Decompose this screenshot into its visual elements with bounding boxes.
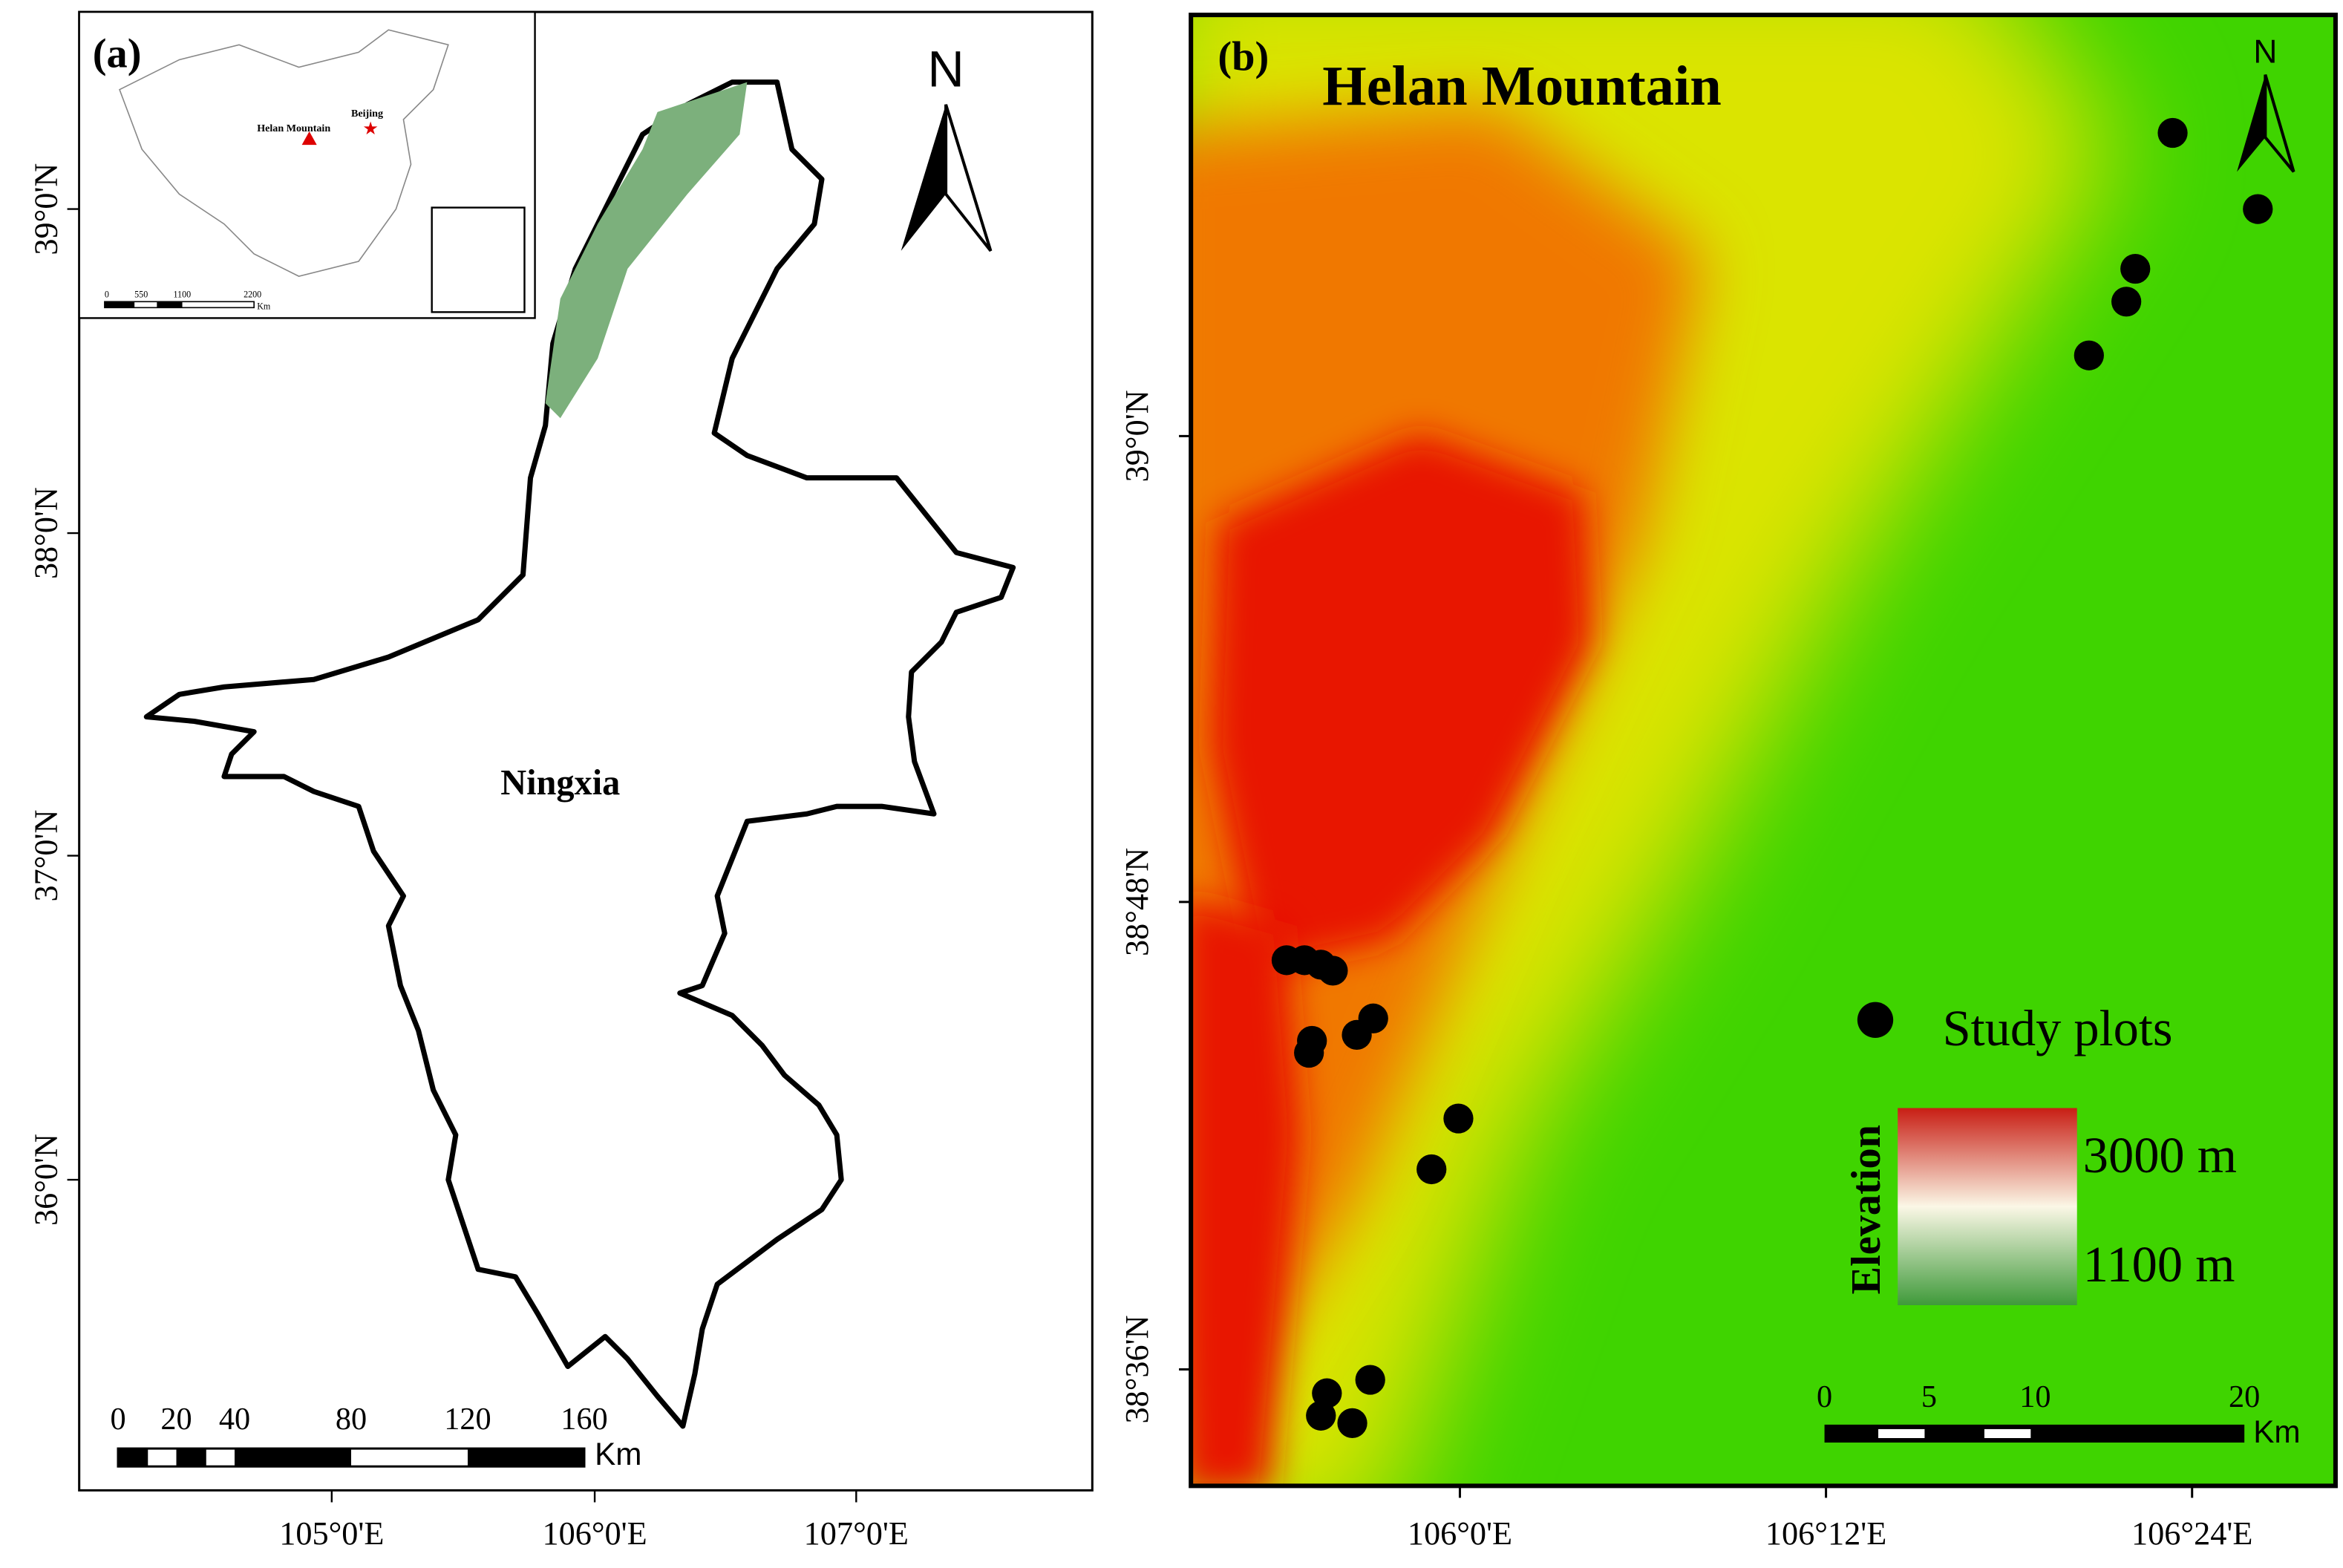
lon-label: 106°24'E bbox=[2131, 1515, 2252, 1552]
helan-area bbox=[545, 82, 748, 419]
panel-a-label: (a) bbox=[93, 31, 142, 77]
scale-unit: Km bbox=[595, 1437, 641, 1471]
lat-label: 36°0'N bbox=[27, 1134, 64, 1226]
elevation-ramp bbox=[1898, 1108, 2077, 1305]
scalebar-a bbox=[117, 1447, 586, 1468]
lon-label: 106°12'E bbox=[1765, 1515, 1886, 1552]
lat-label: 38°36'N bbox=[1119, 1315, 1155, 1423]
scale-label: 120 bbox=[444, 1402, 491, 1437]
panel-b-title: Helan Mountain bbox=[1322, 54, 1721, 117]
scale-label: 0 bbox=[110, 1402, 125, 1437]
inset-south-sea bbox=[431, 206, 526, 313]
scalebar-b bbox=[1824, 1424, 2245, 1443]
study-plots bbox=[1271, 117, 2273, 1439]
north-label-b: N bbox=[2253, 33, 2277, 70]
scale-unit: Km bbox=[2253, 1414, 2300, 1449]
inset-beijing-label: Beijing bbox=[351, 108, 383, 120]
inset-frame bbox=[78, 10, 536, 319]
legend-elevation-title: Elevation bbox=[1843, 1125, 1889, 1294]
scale-label: 40 bbox=[219, 1402, 250, 1437]
elevation-map bbox=[1191, 15, 2336, 1486]
lat-label: 38°48'N bbox=[1119, 848, 1155, 956]
scale-label: 10 bbox=[2019, 1379, 2050, 1414]
scale-label: 0 bbox=[1817, 1379, 1832, 1414]
ningxia-outline bbox=[143, 79, 1016, 1429]
inset-china bbox=[119, 29, 449, 277]
lat-label: 37°0'N bbox=[27, 810, 64, 902]
panel-b-label: (b) bbox=[1218, 34, 1269, 80]
scale-label: 20 bbox=[160, 1402, 192, 1437]
inset-scale-label: 2200 bbox=[244, 289, 261, 299]
region-label: Ningxia bbox=[500, 763, 620, 803]
legend-low: 1100 m bbox=[2083, 1236, 2235, 1293]
lat-label: 39°0'N bbox=[1119, 390, 1155, 482]
inset-scale-label: 1100 bbox=[173, 289, 191, 299]
lat-label: 39°0'N bbox=[27, 163, 64, 255]
lon-label: 105°0'E bbox=[279, 1515, 384, 1552]
scale-label: 5 bbox=[1921, 1379, 1937, 1414]
panel-a-ticks bbox=[67, 208, 857, 1503]
inset-scale-unit: Km bbox=[257, 301, 271, 311]
north-arrow-b bbox=[2237, 74, 2295, 173]
scale-label: 160 bbox=[561, 1402, 607, 1437]
inset-helan-label: Helan Mountain bbox=[257, 122, 330, 134]
lon-label: 107°0'E bbox=[804, 1515, 909, 1552]
scale-label: 80 bbox=[336, 1402, 367, 1437]
legend-plot-marker bbox=[1857, 1002, 1894, 1038]
inset-scale-label: 550 bbox=[134, 289, 148, 299]
helan-marker bbox=[301, 131, 317, 146]
scale-label: 20 bbox=[2229, 1379, 2260, 1414]
panel-b-frame bbox=[1189, 13, 2338, 1489]
panel-b-ticks bbox=[1179, 434, 2194, 1498]
inset-scale-label: 0 bbox=[105, 289, 109, 299]
lon-label: 106°0'E bbox=[542, 1515, 647, 1552]
north-label-a: N bbox=[927, 42, 964, 98]
lat-label: 38°0'N bbox=[27, 487, 64, 579]
beijing-marker: ★ bbox=[362, 119, 379, 139]
lon-label: 106°0'E bbox=[1408, 1515, 1512, 1552]
inset-scalebar bbox=[104, 301, 255, 309]
legend-plots: Study plots bbox=[1943, 1000, 2173, 1056]
legend-high: 3000 m bbox=[2083, 1127, 2237, 1183]
